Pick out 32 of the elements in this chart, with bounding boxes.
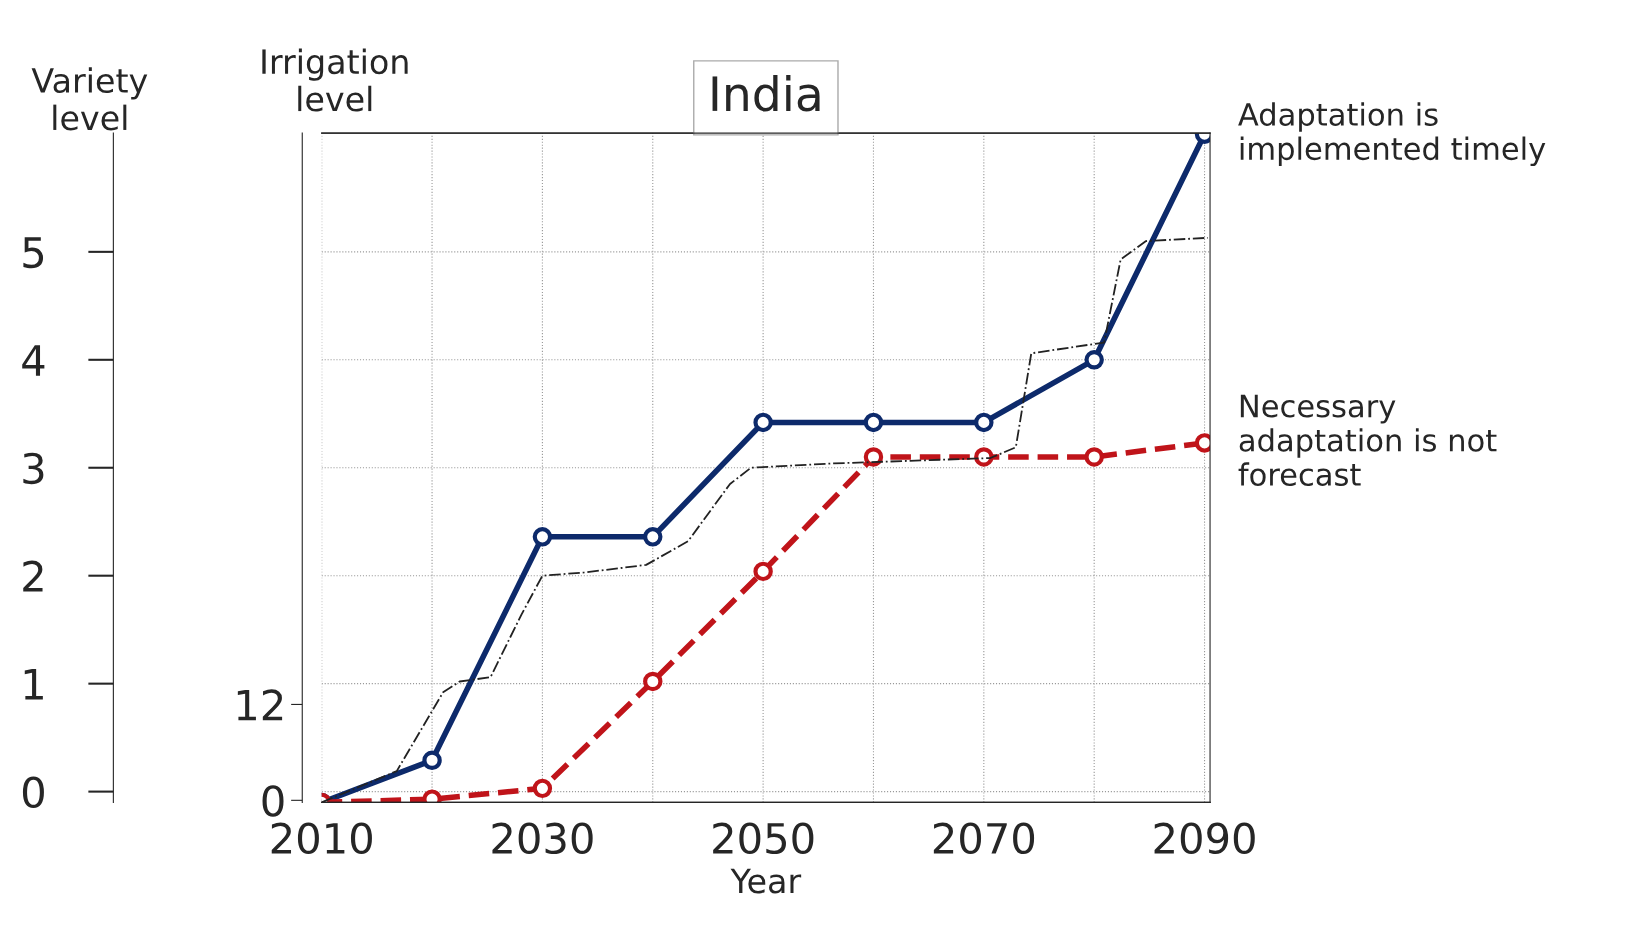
y-tick-label: 1 [24, 669, 43, 700]
x-tick-label: 2070 [933, 822, 1035, 855]
point [422, 750, 442, 771]
x-tick-label: 2090 [1154, 822, 1255, 855]
point [753, 412, 773, 433]
point [753, 561, 773, 582]
point [1084, 350, 1104, 370]
y2-tick-label: 0 [262, 785, 284, 817]
x-tick-label: 2010 [271, 822, 372, 855]
point [974, 412, 994, 433]
point [532, 778, 553, 799]
chart-title: India [712, 75, 820, 112]
y-tick-label: 4 [22, 345, 45, 376]
y-tick-label: 0 [22, 776, 44, 809]
annotation: Adaptation is implemented timely [1238, 102, 1546, 167]
y-tick-label: 3 [23, 452, 44, 485]
point [974, 447, 994, 467]
x-axis-title: Year [730, 868, 802, 894]
x-tick-label: 2050 [713, 822, 814, 855]
annotation: Necessary adaptation is not forecast [1238, 394, 1497, 486]
y-axis-title: Variety level [31, 67, 148, 131]
point [863, 412, 884, 433]
point [532, 527, 553, 547]
x-tick-label: 2030 [492, 822, 593, 855]
point [1084, 447, 1104, 467]
point [643, 527, 663, 547]
point [863, 447, 884, 467]
y2-axis-title: Irrigation level [262, 48, 408, 112]
y-tick-label: 5 [23, 237, 44, 269]
y-tick-label: 2 [23, 560, 43, 592]
point [643, 671, 663, 692]
y2-tick-label: 12 [237, 689, 283, 721]
